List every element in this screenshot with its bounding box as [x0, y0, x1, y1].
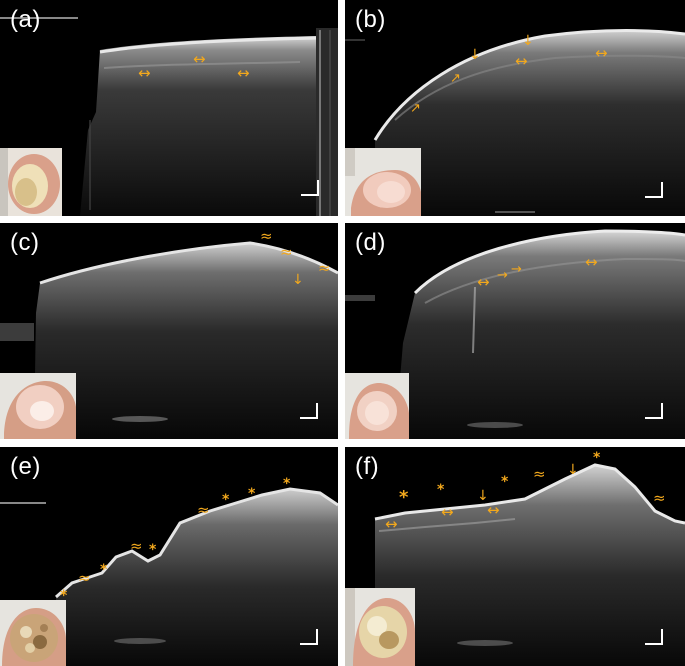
arrow-diagonal-b2: ↗: [410, 101, 421, 116]
arrow-diagonal-b1: ↗: [450, 71, 461, 86]
oct-panel-a: (a) ↔ ↔ ↔: [0, 0, 338, 216]
star-marker-e3: *: [149, 542, 157, 558]
arrow-horizontal-a1: ↔: [138, 64, 151, 82]
panel-label-d: (d): [355, 229, 386, 256]
panel-label-b: (b): [355, 6, 386, 33]
arrow-horizontal-f3: ↔: [487, 501, 500, 519]
arrow-horizontal-f2: ↔: [441, 503, 454, 521]
wavy-marker-e1: ≈: [78, 569, 91, 587]
oct-scan-image-c: [0, 223, 338, 439]
arrow-horizontal-d2: ↔: [585, 253, 598, 271]
arrow-down-c1: ↓: [292, 272, 304, 288]
star-marker-f3: *: [501, 474, 509, 490]
scale-bar-b: [645, 182, 663, 198]
nail-photo-f: [345, 588, 415, 666]
nail-photo-a: [0, 148, 62, 216]
wavy-marker-c2: ≈: [280, 243, 293, 261]
arrow-horizontal-a3: ↔: [237, 64, 250, 82]
scale-bar-c: [300, 403, 318, 419]
star-marker-e2: *: [100, 562, 108, 578]
arrow-right-d1: →: [497, 268, 508, 283]
panel-label-f: (f): [355, 453, 380, 480]
arrow-down-f1: ↓: [477, 488, 489, 504]
oct-panel-e: (e) * ≈ * ≈ * ≈ * * *: [0, 447, 338, 666]
wavy-marker-e3: ≈: [197, 501, 210, 519]
arrow-horizontal-d1: ↔: [477, 273, 490, 291]
panel-label-e: (e): [10, 453, 41, 480]
arrow-down-f2: ↓: [567, 462, 579, 478]
arrow-horizontal-f1: ↔: [385, 515, 398, 533]
arrow-right-d2: →: [511, 262, 522, 277]
wavy-marker-e2: ≈: [130, 537, 143, 555]
wavy-marker-f2: ≈: [653, 489, 666, 507]
arrow-horizontal-b1: ↔: [515, 52, 528, 70]
star-marker-f1: *: [399, 487, 409, 508]
oct-panel-d: (d) ↔ ↔ → →: [345, 223, 685, 439]
oct-panel-c: (c) ≈ ≈ ≈ ↓: [0, 223, 338, 439]
star-marker-f4: *: [593, 450, 601, 466]
scale-bar-e: [300, 629, 318, 645]
scale-bar-d: [645, 403, 663, 419]
scale-bar-a: [301, 180, 319, 196]
wavy-marker-c3: ≈: [318, 259, 331, 277]
scale-bar-f: [645, 629, 663, 645]
arrow-horizontal-b2: ↔: [595, 44, 608, 62]
star-marker-e6: *: [283, 476, 291, 492]
star-marker-e5: *: [248, 486, 256, 502]
arrow-down-b1: ↓: [469, 47, 481, 63]
nail-photo-c: [0, 373, 76, 439]
panel-label-c: (c): [10, 229, 40, 256]
wavy-marker-f1: ≈: [533, 465, 546, 483]
oct-panel-f: (f) * * * * ≈ ≈ ↓ ↓ ↔ ↔ ↔: [345, 447, 685, 666]
nail-photo-b: [345, 148, 421, 216]
star-marker-e4: *: [222, 492, 230, 508]
nail-photo-e: [0, 600, 66, 666]
star-marker-e1: *: [60, 588, 68, 604]
arrow-horizontal-a2: ↔: [193, 50, 206, 68]
star-marker-f2: *: [437, 482, 445, 498]
arrow-down-b2: ↓: [522, 33, 534, 49]
wavy-marker-c1: ≈: [260, 227, 273, 245]
nail-photo-d: [345, 373, 409, 439]
oct-panel-b: (b) ↓ ↓ ↔ ↔ ↗ ↗: [345, 0, 685, 216]
panel-label-a: (a): [10, 6, 41, 33]
